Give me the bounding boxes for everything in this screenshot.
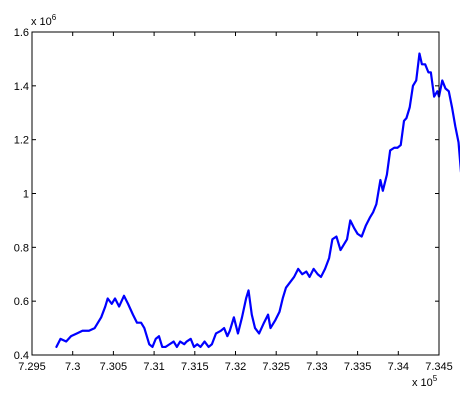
x-tick-label: 7.295 bbox=[18, 361, 46, 373]
x-tick-label: 7.32 bbox=[225, 361, 246, 373]
x-axis-multiplier: x 105 bbox=[412, 374, 438, 389]
x-multiplier-base: x 10 bbox=[412, 377, 433, 389]
y-tick-label: 0.6 bbox=[14, 296, 29, 308]
x-tick-label: 7.3 bbox=[65, 361, 80, 373]
x-tick-label: 7.335 bbox=[344, 361, 372, 373]
x-tick-label: 7.305 bbox=[100, 361, 128, 373]
x-tick-label: 7.31 bbox=[143, 361, 164, 373]
y-multiplier-exponent: 6 bbox=[52, 13, 57, 22]
x-tick-label: 7.325 bbox=[262, 361, 290, 373]
plot-area bbox=[32, 32, 439, 355]
y-axis-multiplier: x 106 bbox=[31, 13, 57, 28]
x-tick-label: 7.315 bbox=[181, 361, 209, 373]
x-tick-label: 7.34 bbox=[388, 361, 409, 373]
y-multiplier-base: x 10 bbox=[31, 16, 52, 28]
x-tick-label: 7.345 bbox=[425, 361, 453, 373]
y-tick-label: 1.6 bbox=[14, 27, 29, 39]
x-multiplier-exponent: 5 bbox=[433, 374, 438, 383]
y-tick-label: 1.2 bbox=[14, 135, 29, 147]
series-line bbox=[55, 52, 460, 349]
y-tick-label: 0.4 bbox=[14, 350, 29, 362]
x-tick-label: 7.33 bbox=[306, 361, 327, 373]
y-tick-label: 0.8 bbox=[14, 242, 29, 254]
y-tick-label: 1 bbox=[23, 189, 29, 201]
y-tick-label: 1.4 bbox=[14, 81, 29, 93]
